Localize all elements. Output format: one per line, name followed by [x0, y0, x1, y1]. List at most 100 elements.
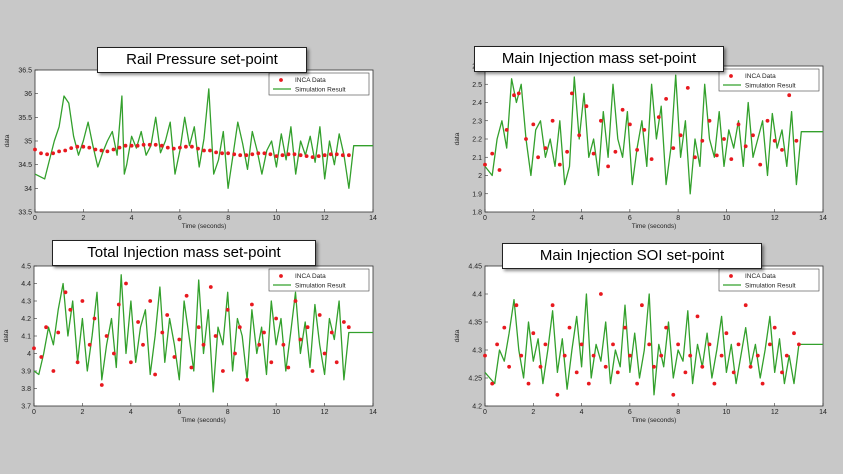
data-point-inca: [334, 360, 339, 365]
data-point-inca: [136, 320, 141, 324]
data-point-inca: [565, 149, 569, 154]
y-tick-label: 2.3: [472, 118, 482, 125]
data-point-inca: [171, 146, 176, 151]
data-point-inca: [184, 144, 188, 149]
data-point-inca: [262, 330, 266, 335]
y-tick-label: 2.5: [472, 82, 482, 89]
x-tick-label: 2: [531, 215, 535, 222]
data-point-inca: [712, 381, 717, 386]
data-point-inca: [490, 381, 495, 386]
x-tick-label: 8: [226, 409, 230, 416]
data-point-inca: [755, 353, 760, 358]
x-axis-label: Time (seconds): [632, 417, 677, 424]
x-tick-label: 6: [178, 215, 182, 222]
data-point-inca: [504, 127, 509, 132]
data-point-inca: [51, 369, 56, 373]
data-point-inca: [256, 151, 261, 156]
data-point-inca: [591, 151, 596, 156]
data-point-inca: [664, 325, 668, 330]
y-tick-label: 35.5: [18, 115, 32, 122]
data-point-inca: [116, 302, 121, 307]
x-tick-label: 12: [321, 215, 329, 222]
x-tick-label: 8: [676, 409, 680, 416]
data-point-inca: [736, 122, 741, 127]
data-point-inca: [274, 154, 279, 159]
y-tick-label: 36.5: [18, 68, 32, 75]
x-tick-label: 14: [819, 409, 827, 416]
y-tick-label: 4.3: [472, 348, 482, 355]
data-point-inca: [178, 145, 182, 150]
data-point-inca: [165, 145, 170, 150]
data-point-inca: [760, 381, 765, 386]
data-point-inca: [123, 143, 128, 148]
legend-marker-inca: [279, 274, 283, 278]
x-tick-label: 2: [81, 215, 85, 222]
x-tick-label: 4: [130, 215, 134, 222]
data-point-inca: [768, 342, 772, 347]
data-point-inca: [490, 151, 495, 156]
data-point-inca: [280, 153, 285, 158]
data-point-inca: [780, 370, 784, 375]
data-point-inca: [671, 146, 676, 151]
data-point-inca: [567, 325, 572, 330]
data-point-inca: [502, 325, 507, 330]
data-point-inca: [221, 369, 225, 373]
y-tick-label: 2.1: [472, 155, 482, 162]
data-point-inca: [635, 381, 639, 386]
y-axis-label: data: [454, 329, 461, 342]
data-point-inca: [316, 154, 321, 159]
data-point-inca: [286, 365, 291, 370]
y-tick-label: 4.2: [21, 316, 31, 323]
data-point-inca: [652, 364, 656, 369]
data-point-inca: [245, 377, 250, 382]
y-tick-label: 2.4: [472, 100, 482, 107]
data-point-inca: [201, 342, 206, 347]
data-point-inca: [172, 355, 177, 359]
y-tick-label: 33.5: [18, 210, 32, 217]
data-point-inca: [743, 303, 748, 308]
data-point-inca: [772, 325, 777, 330]
data-point-inca: [640, 303, 644, 308]
data-point-inca: [524, 137, 528, 141]
data-point-inca: [347, 153, 351, 158]
x-axis-label: Time (seconds): [181, 417, 226, 424]
legend-label-simulation: Simulation Result: [295, 87, 346, 94]
data-point-inca: [208, 285, 213, 289]
data-point-inca: [63, 290, 68, 295]
data-point-inca: [32, 346, 36, 351]
data-point-inca: [683, 370, 688, 375]
data-point-inca: [620, 107, 625, 112]
data-point-inca: [550, 118, 555, 123]
data-point-inca: [63, 148, 68, 153]
chart-title-main-injection-soi: Main Injection SOI set-point: [502, 243, 762, 269]
data-point-inca: [92, 316, 97, 321]
x-axis-label: Time (seconds): [182, 223, 227, 230]
data-point-inca: [743, 144, 748, 149]
data-point-inca: [220, 151, 225, 156]
data-point-inca: [322, 153, 327, 158]
data-point-inca: [80, 299, 85, 303]
data-point-inca: [225, 307, 230, 312]
data-point-inca: [334, 152, 339, 157]
data-point-inca: [538, 364, 543, 369]
legend-label-inca: INCA Data: [295, 77, 326, 84]
data-point-inca: [75, 144, 80, 149]
data-point-inca: [111, 147, 116, 152]
data-point-inca: [87, 145, 92, 150]
y-axis-label: data: [454, 132, 461, 145]
y-tick-label: 3.8: [21, 386, 31, 393]
data-point-inca: [784, 353, 789, 358]
data-point-inca: [117, 145, 122, 150]
y-tick-label: 4.3: [21, 299, 31, 306]
y-tick-label: 35: [24, 139, 32, 146]
data-point-inca: [189, 365, 194, 370]
data-point-inca: [342, 320, 346, 324]
x-tick-label: 0: [33, 215, 37, 222]
x-tick-label: 10: [272, 409, 280, 416]
data-point-inca: [208, 148, 212, 153]
y-tick-label: 4.4: [472, 292, 482, 299]
x-tick-label: 0: [483, 215, 487, 222]
